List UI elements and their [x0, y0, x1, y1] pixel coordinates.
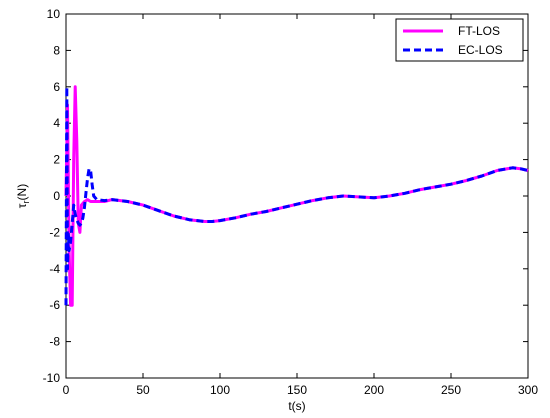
y-axis-label: τr(N)	[15, 184, 31, 208]
x-tick-label: 50	[136, 383, 150, 397]
legend-label-ft-los: FT-LOS	[458, 24, 500, 38]
y-tick-label: -2	[49, 225, 60, 239]
x-tick-label: 150	[287, 383, 307, 397]
legend: FT-LOS EC-LOS	[395, 18, 524, 62]
plot-area	[65, 13, 529, 379]
x-axis-ticks: 0 50 100 150 200 250 300	[63, 14, 538, 397]
legend-box	[395, 18, 524, 62]
y-tick-label: -10	[43, 371, 61, 385]
svg-text:τr(N): τr(N)	[15, 184, 31, 208]
y-axis-label-symbol: τ	[15, 203, 29, 208]
y-tick-label: 6	[53, 80, 60, 94]
y-tick-label: -8	[49, 335, 60, 349]
legend-label-ec-los: EC-LOS	[458, 43, 503, 57]
x-tick-label: 200	[364, 383, 384, 397]
y-tick-label: -4	[49, 262, 60, 276]
y-tick-label: 4	[53, 116, 60, 130]
x-tick-label: 250	[441, 383, 461, 397]
y-tick-label: 0	[53, 189, 60, 203]
y-tick-label: 10	[47, 7, 61, 21]
series-line-ec-los	[64, 85, 529, 306]
y-axis-label-unit: (N)	[15, 184, 29, 201]
x-tick-label: 100	[210, 383, 230, 397]
series-layer	[64, 85, 529, 307]
x-tick-label: 0	[63, 383, 70, 397]
y-tick-label: 2	[53, 153, 60, 167]
x-tick-label: 300	[518, 383, 538, 397]
x-axis-label: t(s)	[288, 399, 305, 413]
y-axis-label-subscript: r	[21, 200, 31, 203]
y-tick-label: -6	[49, 298, 60, 312]
y-tick-label: 8	[53, 43, 60, 57]
